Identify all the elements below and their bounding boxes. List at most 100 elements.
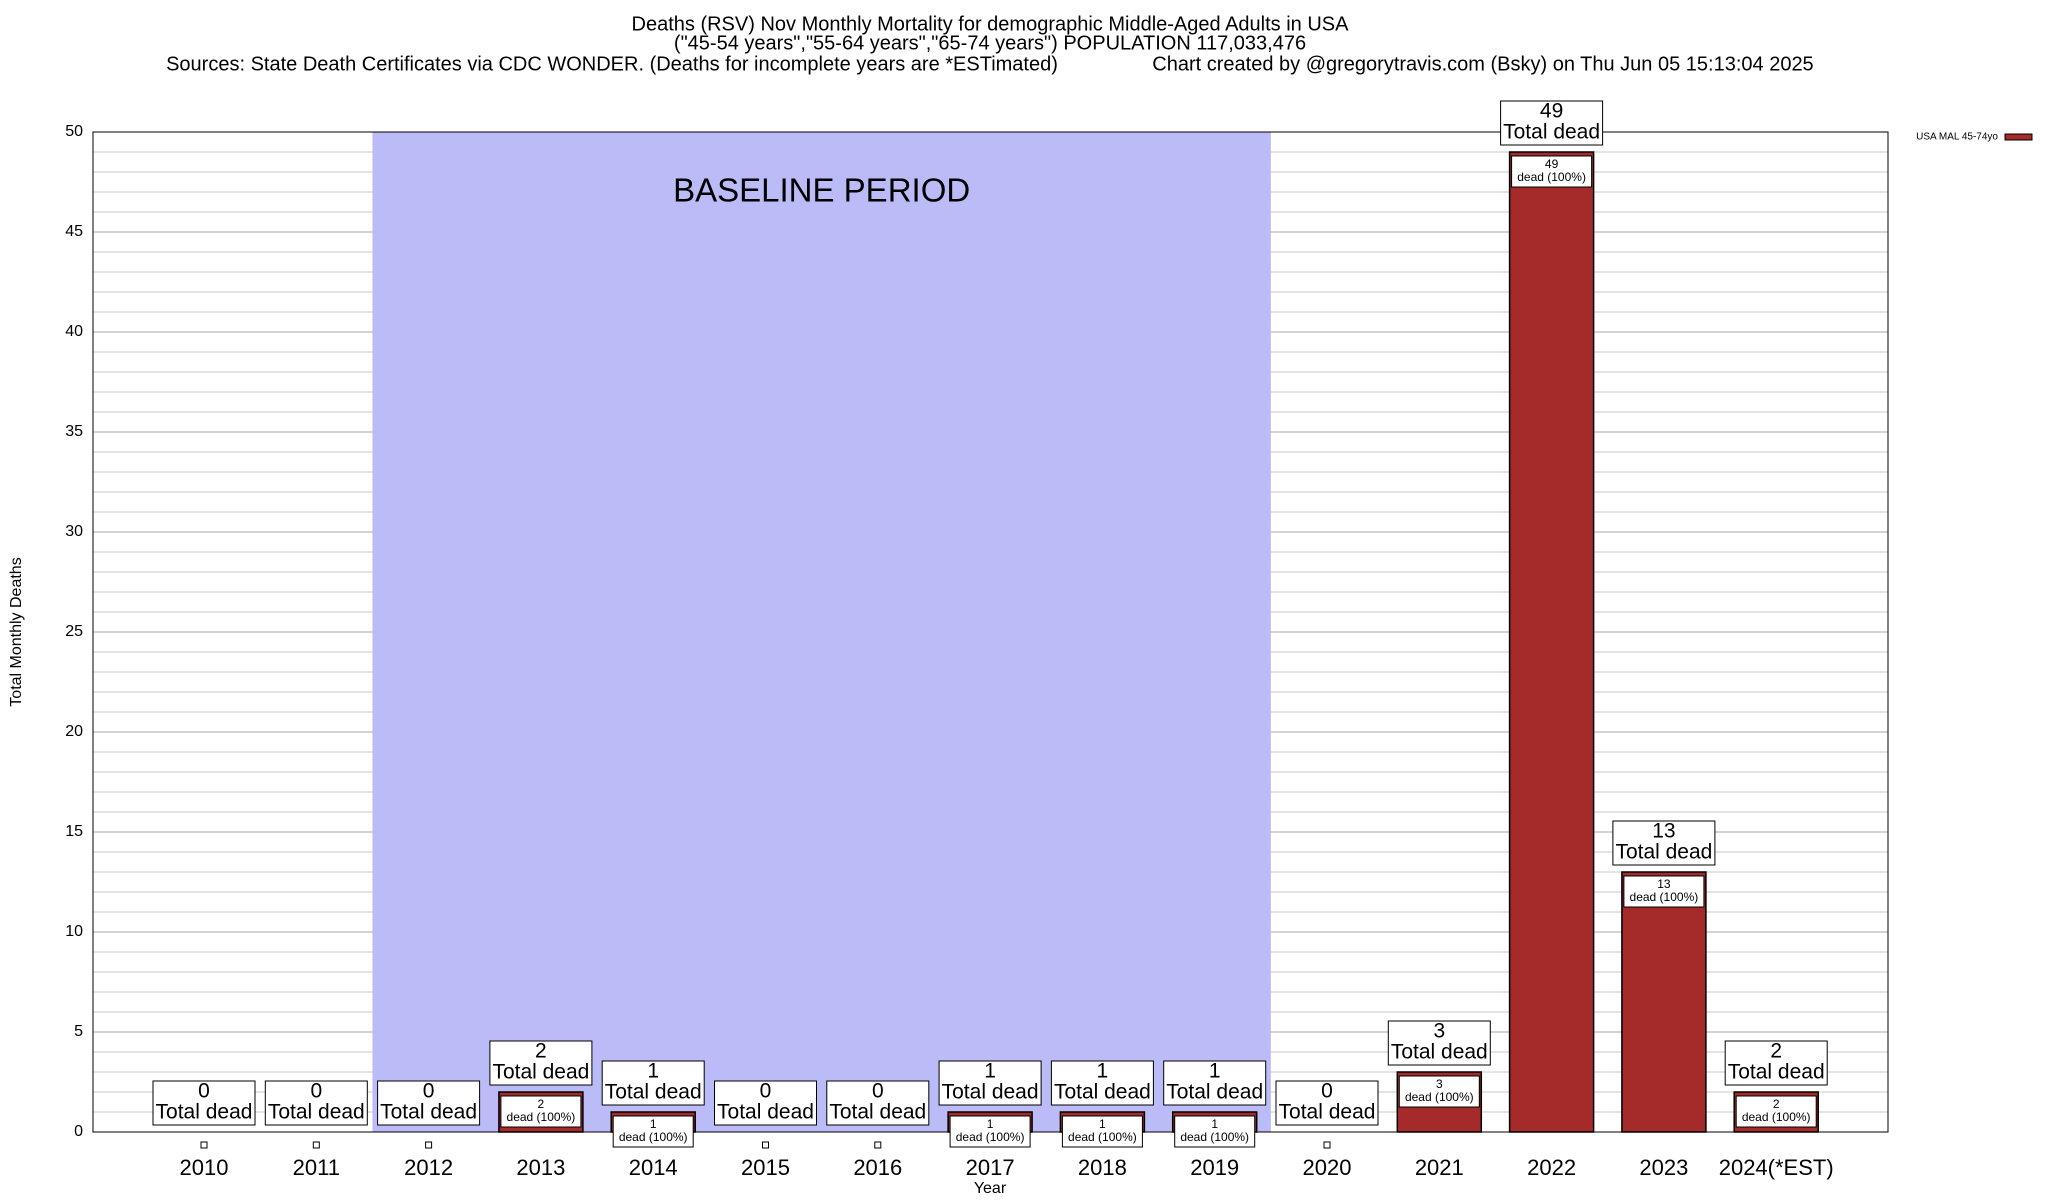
inner-label-box (612, 1115, 694, 1148)
inner-label: dead (100%) (619, 1130, 688, 1144)
x-tick-label: 2017 (966, 1155, 1015, 1180)
inner-value-label: 49 (1545, 157, 1559, 171)
total-label: Total dead (1615, 841, 1712, 864)
total-label-box (714, 1080, 817, 1126)
y-tick-label: 40 (65, 323, 83, 340)
total-value-label: 2 (1770, 1040, 1782, 1063)
x-axis-label: Year (974, 1180, 1007, 1197)
baseline-label: BASELINE PERIOD (673, 172, 970, 209)
y-tick-label: 20 (65, 723, 83, 740)
zero-marker (1323, 1141, 1331, 1149)
total-label: Total dead (380, 1101, 477, 1124)
inner-label-box (1398, 1075, 1480, 1108)
total-value-label: 1 (1209, 1060, 1221, 1083)
inner-label: dead (100%) (1068, 1130, 1137, 1144)
y-tick-label: 45 (65, 223, 83, 240)
legend-swatch (2004, 133, 2033, 141)
total-value-label: 3 (1433, 1020, 1445, 1043)
zero-marker (200, 1141, 208, 1149)
inner-label-box (1623, 875, 1705, 908)
total-label-box (601, 1060, 705, 1106)
x-tick-label: 2018 (1078, 1155, 1127, 1180)
y-tick-label: 15 (65, 823, 83, 840)
y-axis-label: Total Monthly Deaths (8, 557, 25, 706)
x-tick-label: 2022 (1527, 1155, 1576, 1180)
inner-label: dead (100%) (1742, 1110, 1811, 1124)
total-label: Total dead (156, 1101, 253, 1124)
x-tick-label: 2012 (404, 1155, 453, 1180)
total-value-label: 0 (423, 1080, 435, 1103)
zero-marker (425, 1141, 433, 1149)
total-label-box (938, 1060, 1042, 1106)
total-label-box (1387, 1020, 1491, 1066)
inner-label-box (1061, 1115, 1143, 1148)
inner-label: dead (100%) (1517, 170, 1586, 184)
inner-label: dead (100%) (1630, 890, 1699, 904)
bar (1621, 871, 1707, 1133)
total-label: Total dead (268, 1101, 365, 1124)
total-label: Total dead (1166, 1081, 1263, 1104)
total-label: Total dead (717, 1101, 814, 1124)
x-tick-label: 2015 (741, 1155, 790, 1180)
x-tick-label: 2016 (853, 1155, 902, 1180)
y-tick-label: 5 (74, 1023, 83, 1040)
total-label: Total dead (1728, 1061, 1825, 1084)
inner-value-label: 2 (538, 1097, 545, 1111)
inner-value-label: 3 (1436, 1077, 1443, 1091)
total-label-box (1275, 1080, 1379, 1126)
inner-label: dead (100%) (956, 1130, 1025, 1144)
total-label-box (1724, 1040, 1828, 1086)
x-tick-label: 2013 (516, 1155, 565, 1180)
total-label-box (489, 1040, 593, 1086)
y-tick-label: 25 (65, 623, 83, 640)
total-value-label: 49 (1540, 100, 1563, 123)
total-label-box (1163, 1060, 1267, 1106)
y-tick-label: 35 (65, 423, 83, 440)
inner-label: dead (100%) (507, 1110, 576, 1124)
total-value-label: 0 (198, 1080, 210, 1103)
x-tick-label: 2019 (1190, 1155, 1239, 1180)
sources: Sources: State Death Certificates via CD… (166, 53, 1058, 75)
inner-label: dead (100%) (1405, 1090, 1474, 1104)
inner-label-box (949, 1115, 1031, 1148)
x-tick-label: 2010 (180, 1155, 229, 1180)
zero-marker (762, 1141, 769, 1149)
total-label-box (377, 1080, 481, 1126)
x-tick-label: 2020 (1303, 1155, 1352, 1180)
total-value-label: 1 (984, 1060, 996, 1083)
total-label: Total dead (942, 1081, 1039, 1104)
total-label-box (264, 1080, 368, 1126)
legend-label: USA MAL 45-74yo (1916, 132, 1998, 143)
inner-value-label: 1 (650, 1117, 657, 1131)
total-label: Total dead (1054, 1081, 1151, 1104)
x-tick-label: 2021 (1415, 1155, 1464, 1180)
total-value-label: 0 (760, 1080, 772, 1103)
total-value-label: 1 (647, 1060, 659, 1083)
total-label-box (826, 1080, 930, 1126)
chart-title: Deaths (RSV) Nov Monthly Mortality for d… (632, 13, 1350, 35)
bar (1508, 151, 1595, 1133)
credit: Chart created by @gregorytravis.com (Bsk… (1152, 53, 1813, 75)
inner-label: dead (100%) (1180, 1130, 1249, 1144)
y-tick-label: 0 (74, 1123, 83, 1140)
x-tick-label: 2014 (629, 1155, 678, 1180)
total-label: Total dead (1279, 1101, 1376, 1124)
baseline-shade (372, 132, 1271, 1132)
zero-marker (874, 1141, 882, 1149)
total-value-label: 13 (1652, 820, 1675, 843)
inner-label-box (1174, 1115, 1256, 1148)
total-label: Total dead (829, 1101, 926, 1124)
inner-label-box (1511, 155, 1593, 188)
total-value-label: 1 (1097, 1060, 1109, 1083)
inner-value-label: 1 (1099, 1117, 1106, 1131)
zero-marker (312, 1141, 320, 1149)
total-label-box (1612, 820, 1716, 866)
total-value-label: 0 (872, 1080, 884, 1103)
inner-label-box (1735, 1095, 1817, 1128)
inner-value-label: 2 (1773, 1097, 1780, 1111)
total-value-label: 0 (1321, 1080, 1333, 1103)
inner-value-label: 1 (1211, 1117, 1218, 1131)
total-value-label: 0 (310, 1080, 322, 1103)
total-label-box (1050, 1060, 1154, 1106)
x-tick-label: 2011 (293, 1155, 340, 1180)
